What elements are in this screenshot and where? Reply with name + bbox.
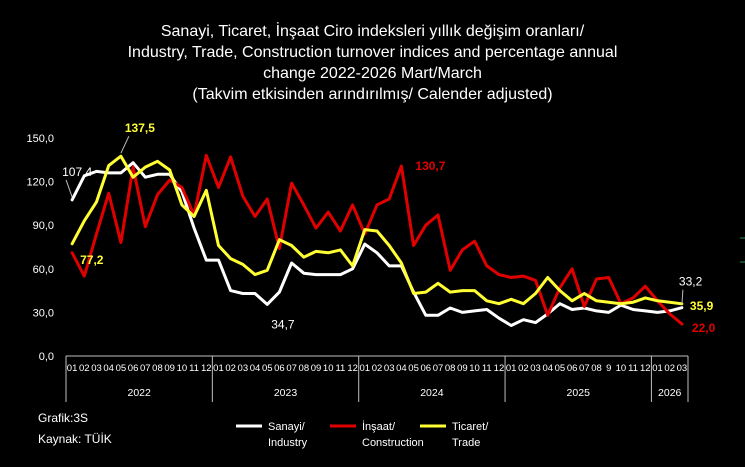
x-tick-label: 07 — [433, 363, 444, 374]
x-tick-label: 08 — [445, 363, 456, 374]
x-tick-label: 06 — [567, 363, 578, 374]
year-label: 2024 — [420, 387, 444, 399]
x-tick-label: 11 — [628, 363, 638, 374]
source-credit: Kaynak: TÜİK — [38, 432, 112, 446]
data-label-leader — [681, 289, 684, 305]
legend-label: Construction — [362, 437, 424, 449]
x-tick-label: 03 — [91, 363, 102, 374]
x-tick-label: 12 — [201, 363, 212, 374]
x-tick-label: 09 — [164, 363, 175, 374]
x-tick-label: 04 — [542, 363, 553, 374]
data-label: 35,9 — [690, 299, 714, 313]
x-tick-label: 10 — [469, 363, 480, 374]
x-tick-label: 05 — [116, 363, 127, 374]
x-tick-label: 9 — [606, 363, 611, 374]
x-tick-label: 12 — [640, 363, 651, 374]
chart-title-line-1: Sanayi, Ticaret, İnşaat Ciro indeksleri … — [160, 23, 585, 40]
data-label: 107,4 — [62, 165, 92, 179]
chart-title-line-4: (Takvim etkisinden arındırılmış/ Calende… — [192, 86, 553, 103]
legend-label: Sanayi/ — [268, 421, 306, 433]
y-tick-label: 60,0 — [33, 264, 54, 276]
legend-label: Ticaret/ — [452, 421, 489, 433]
y-tick-label: 90,0 — [33, 220, 54, 232]
legend-label: Industry — [268, 437, 308, 449]
x-tick-label: 06 — [274, 363, 285, 374]
data-label: 130,7 — [415, 159, 445, 173]
x-tick-label: 06 — [128, 363, 139, 374]
x-tick-label: 12 — [494, 363, 505, 374]
year-label: 2022 — [127, 387, 151, 399]
x-tick-label: 02 — [372, 363, 383, 374]
x-tick-label: 01 — [213, 363, 224, 374]
x-tick-label: 12 — [347, 363, 358, 374]
x-tick-label: 08 — [299, 363, 310, 374]
data-label: 34,7 — [271, 317, 295, 331]
x-tick-label: 11 — [335, 363, 345, 374]
year-label: 2026 — [658, 387, 682, 399]
year-label: 2023 — [274, 387, 298, 399]
x-tick-label: 02 — [664, 363, 675, 374]
legend-label: İnşaat/ — [362, 420, 396, 433]
x-tick-label: 10 — [616, 363, 627, 374]
x-tick-label: 07 — [579, 363, 590, 374]
x-tick-label: 04 — [103, 363, 114, 374]
data-label: 137,5 — [125, 121, 155, 135]
x-tick-label: 10 — [323, 363, 334, 374]
x-tick-label: 02 — [79, 363, 90, 374]
y-tick-label: 30,0 — [33, 307, 54, 319]
x-tick-label: 02 — [225, 363, 236, 374]
data-label: 33,2 — [679, 275, 703, 289]
chart-title-line-2: Industry, Trade, Construction turnover i… — [127, 44, 618, 61]
year-label: 2025 — [567, 387, 591, 399]
x-tick-label: 11 — [482, 363, 492, 374]
x-tick-label: 08 — [152, 363, 163, 374]
series-line-trade — [70, 154, 684, 306]
x-tick-label: 05 — [408, 363, 419, 374]
x-tick-label: 01 — [360, 363, 371, 374]
y-tick-label: 120,0 — [26, 177, 54, 189]
x-tick-label: 04 — [396, 363, 407, 374]
chart-title-line-3: change 2022-2026 Mart/March — [263, 65, 482, 82]
x-tick-label: 02 — [518, 363, 529, 374]
x-tick-label: 10 — [177, 363, 188, 374]
x-tick-label: 03 — [677, 363, 688, 374]
x-tick-label: 01 — [652, 363, 663, 374]
y-tick-label: 150,0 — [26, 133, 54, 145]
y-tick-label: 0,0 — [39, 351, 54, 363]
data-label: 77,2 — [80, 253, 104, 267]
x-tick-label: 03 — [530, 363, 541, 374]
x-tick-label: 07 — [286, 363, 297, 374]
x-tick-label: 01 — [67, 363, 78, 374]
data-label-leader — [65, 179, 73, 198]
x-tick-label: 05 — [555, 363, 566, 374]
x-tick-label: 07 — [140, 363, 151, 374]
x-tick-label: 01 — [506, 363, 517, 374]
x-tick-label: 05 — [262, 363, 273, 374]
x-tick-label: 03 — [238, 363, 249, 374]
x-tick-label: 03 — [384, 363, 395, 374]
x-tick-label: 11 — [189, 363, 199, 374]
data-label: 22,0 — [692, 321, 716, 335]
chart-credit: Grafik:3S — [38, 411, 89, 425]
x-tick-label: 09 — [457, 363, 468, 374]
x-tick-label: 09 — [311, 363, 322, 374]
x-tick-label: 06 — [420, 363, 431, 374]
data-label-leader — [120, 135, 130, 154]
x-tick-label: 04 — [250, 363, 261, 374]
legend-label: Trade — [452, 437, 480, 449]
x-tick-label: 08 — [591, 363, 602, 374]
